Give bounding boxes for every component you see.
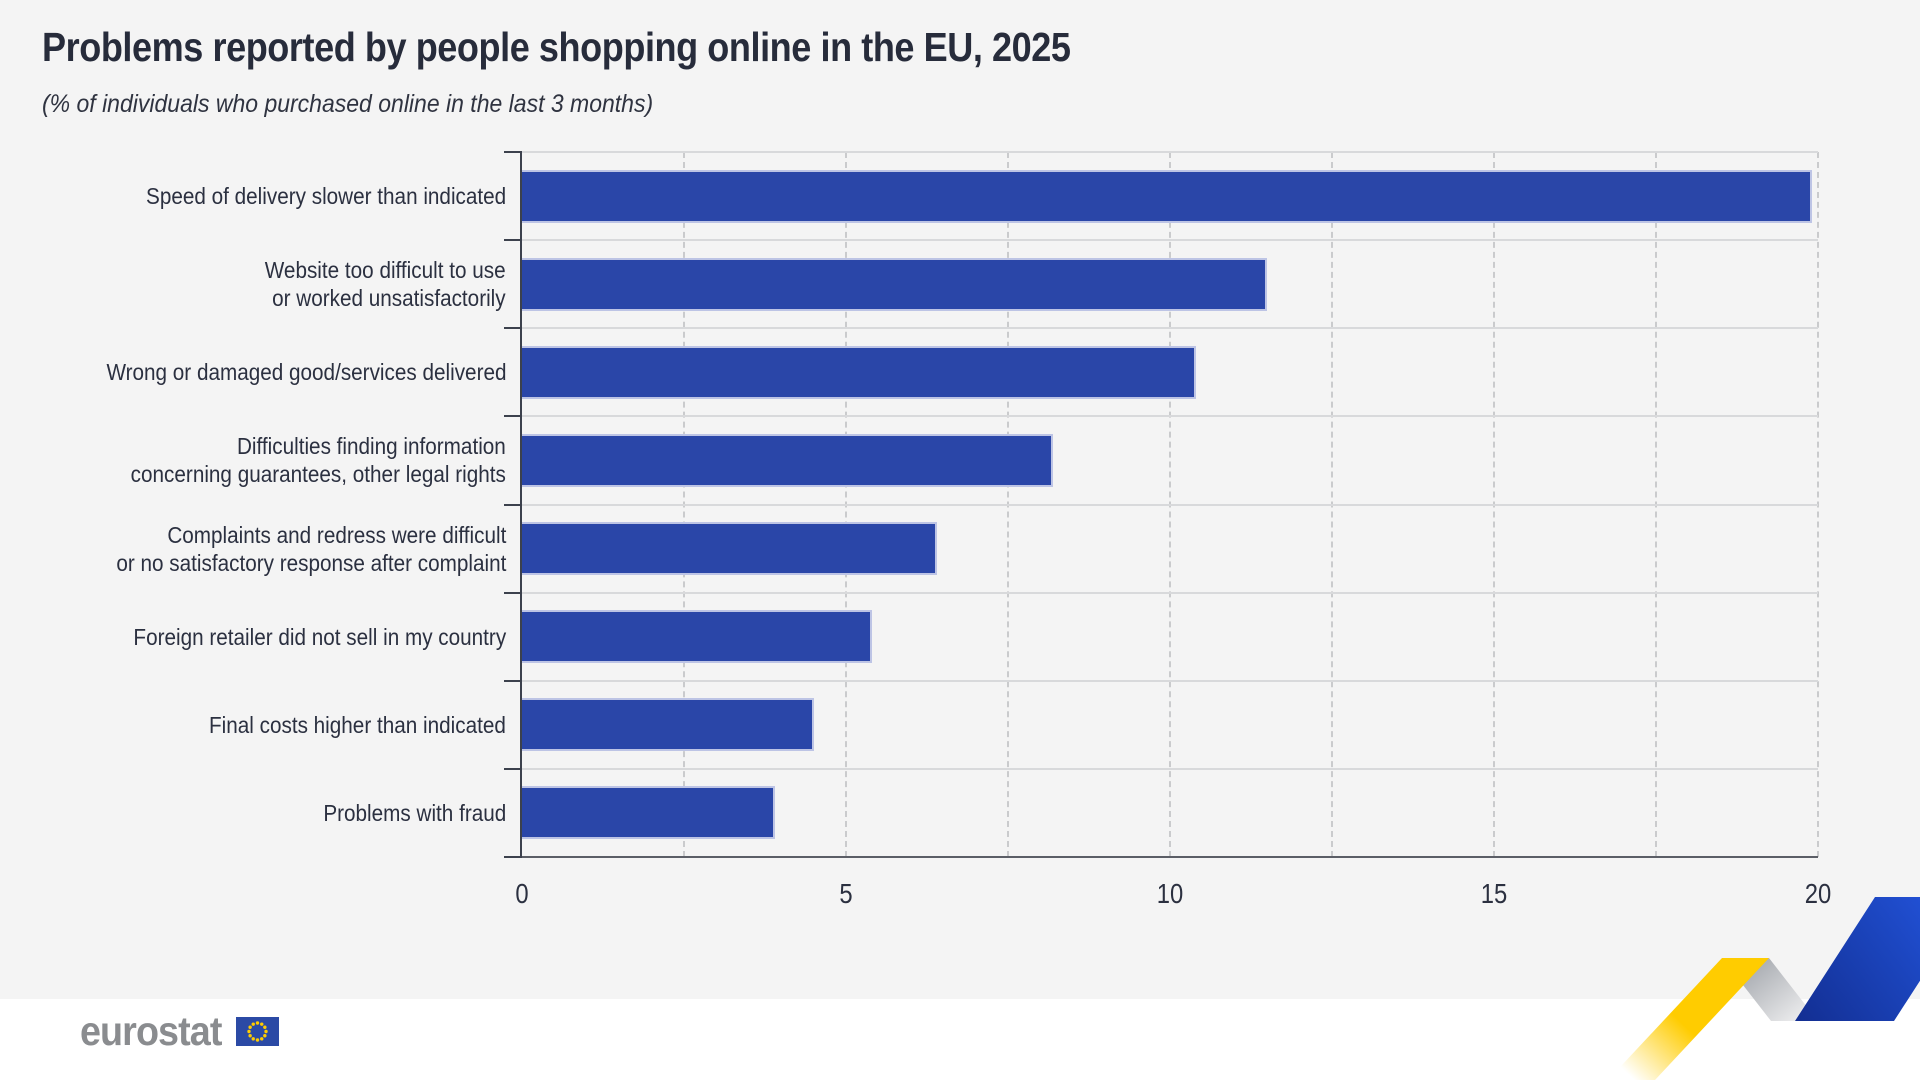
bar: [522, 522, 937, 576]
eu-star: [248, 1025, 252, 1029]
footer-strip: [0, 999, 1920, 1080]
eu-star: [264, 1029, 268, 1033]
gridline: [1817, 152, 1819, 857]
category-label-text: Foreign retailer did not sell in my coun…: [133, 623, 506, 650]
bar: [522, 610, 872, 664]
category-label: Speed of delivery slower than indicated: [0, 152, 506, 240]
eu-flag-icon: [235, 1016, 279, 1046]
y-axis-tick: [504, 856, 522, 858]
category-label-text: Speed of delivery slower than indicated: [145, 183, 506, 210]
eu-star: [247, 1029, 251, 1033]
category-label: Foreign retailer did not sell in my coun…: [0, 593, 506, 681]
bar: [522, 433, 1054, 487]
eu-star: [248, 1033, 252, 1037]
category-label: Problems with fraud: [0, 769, 506, 857]
row-separator: [522, 151, 1818, 153]
y-axis-tick: [504, 327, 522, 330]
category-label: Website too difficult to use or worked u…: [0, 240, 506, 328]
x-tick-label: 20: [1804, 878, 1832, 909]
row-separator: [522, 415, 1818, 418]
category-label-text: Difficulties finding information concern…: [130, 433, 506, 488]
y-axis-tick: [504, 239, 522, 242]
y-axis-tick: [504, 767, 522, 770]
y-axis-tick: [504, 415, 522, 418]
chart-subtitle: (% of individuals who purchased online i…: [42, 90, 654, 118]
row-separator: [522, 591, 1818, 594]
row-separator: [522, 767, 1818, 770]
row-separator: [522, 239, 1818, 242]
eu-star: [259, 1021, 264, 1026]
category-label: Final costs higher than indicated: [0, 681, 506, 769]
eu-star: [259, 1036, 264, 1041]
category-label-text: Problems with fraud: [323, 799, 506, 826]
eu-star: [255, 1037, 259, 1042]
row-separator: [522, 327, 1818, 330]
category-label: Complaints and redress were difficult or…: [0, 505, 506, 593]
category-label-text: Website too difficult to use or worked u…: [265, 257, 506, 312]
x-tick-label: 15: [1480, 878, 1508, 909]
y-axis-tick: [504, 503, 522, 506]
category-label-text: Complaints and redress were difficult or…: [115, 521, 506, 576]
chart-title: Problems reported by people shopping onl…: [42, 24, 1071, 70]
category-label: Wrong or damaged good/services delivered: [0, 328, 506, 416]
y-axis-line: [520, 152, 522, 857]
x-tick-label: 0: [515, 878, 529, 909]
bar: [522, 345, 1196, 399]
eurostat-logo: eurostat: [80, 1008, 279, 1054]
bar: [522, 698, 814, 752]
row-separator: [522, 679, 1818, 682]
eurostat-logo-text: eurostat: [80, 1007, 222, 1054]
y-axis-tick: [504, 151, 522, 153]
eu-star: [251, 1036, 255, 1041]
chart-card-background: [0, 0, 1920, 999]
eu-star: [262, 1033, 267, 1037]
category-label-text: Wrong or damaged good/services delivered: [105, 359, 506, 386]
y-axis-tick: [504, 679, 522, 682]
bar: [522, 257, 1268, 311]
category-label: Difficulties finding information concern…: [0, 416, 506, 504]
eu-star: [262, 1025, 267, 1029]
bar: [522, 786, 775, 840]
bar: [522, 169, 1812, 223]
eu-star: [251, 1021, 255, 1026]
row-separator: [522, 503, 1818, 506]
category-label-text: Final costs higher than indicated: [209, 711, 506, 738]
y-axis-tick: [504, 591, 522, 594]
eu-star: [255, 1020, 259, 1025]
x-tick-label: 10: [1156, 878, 1184, 909]
x-axis-line: [522, 856, 1818, 858]
x-tick-label: 5: [839, 878, 853, 909]
